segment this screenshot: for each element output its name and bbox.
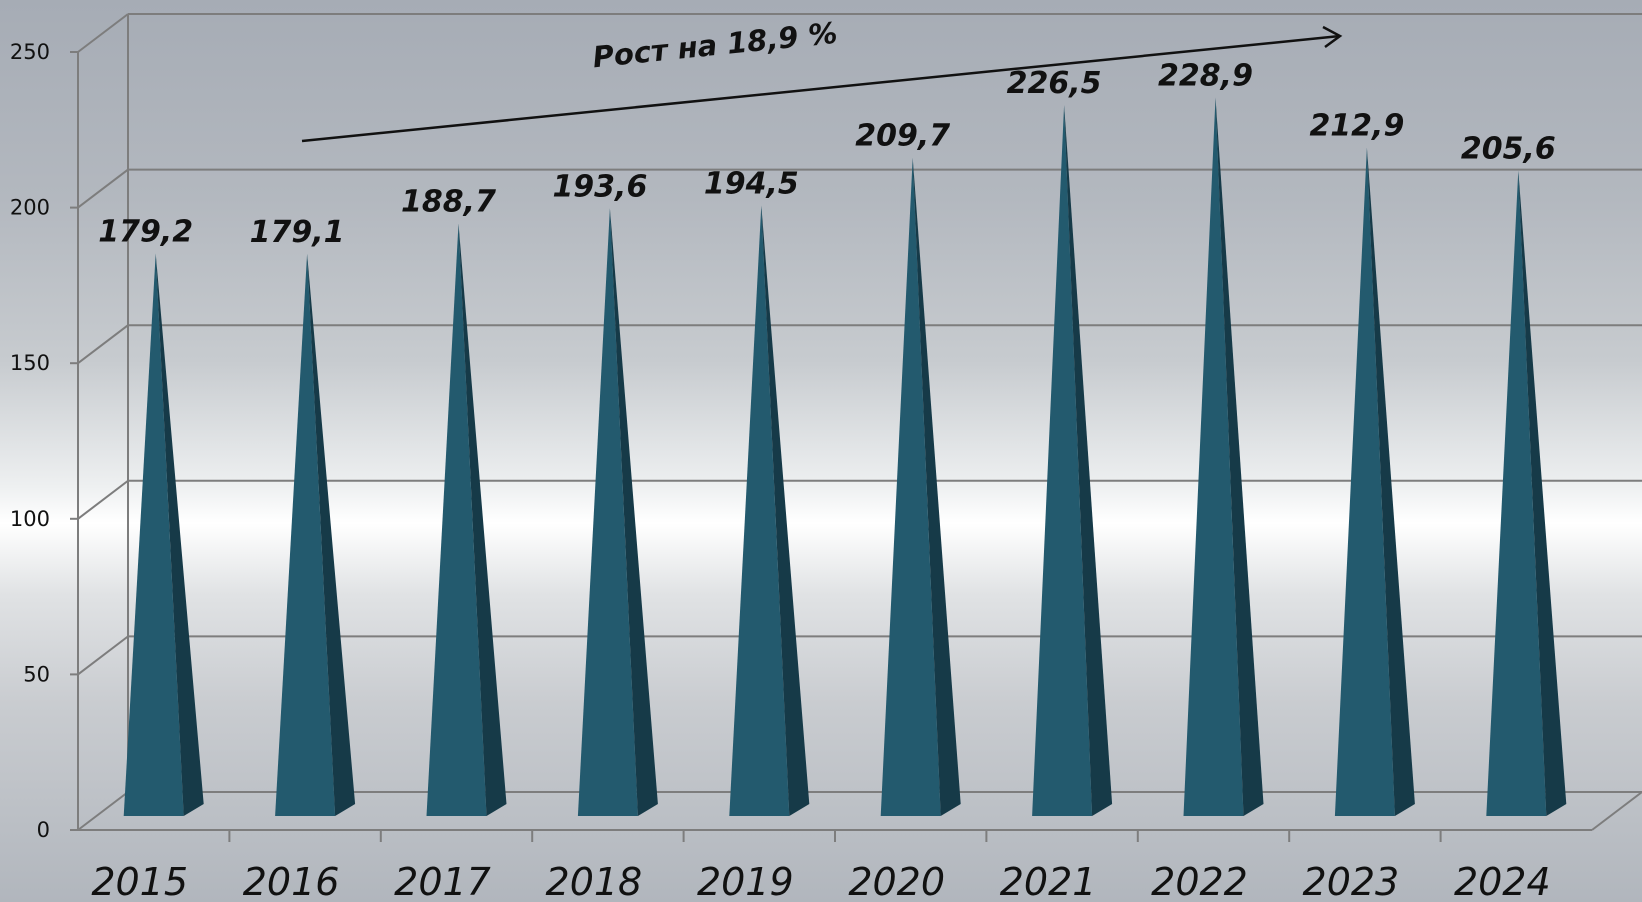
data-label-2019: 194,5	[704, 166, 799, 201]
side-wall-line-200	[77, 168, 129, 209]
data-label-2021: 226,5	[1007, 66, 1102, 101]
side-wall-line-250	[77, 13, 129, 53]
bar-2021	[1032, 104, 1093, 817]
bar-side-2018	[609, 208, 658, 816]
bar-side-2015	[155, 253, 204, 816]
bar-2015	[123, 253, 184, 816]
x-tick-label-2024: 2024	[1454, 860, 1551, 902]
data-labels: 179,2 179,1 188,7 193,6 194,5 209,7 226,5 228,9…	[98, 58, 1556, 249]
gridlines	[77, 13, 1642, 831]
bar-2022	[1183, 97, 1244, 816]
x-axis-tick-labels: 2015 2016 2017 2018 2019 2020 2021 2022 2023 2024	[91, 860, 1550, 902]
growth-annotation-text: Рост на 18,9 %	[591, 16, 839, 75]
bar-side-2022	[1215, 97, 1264, 816]
floor-right-edge	[1591, 791, 1642, 831]
data-label-2024: 205,6	[1461, 132, 1556, 167]
bar-side-2017	[458, 223, 507, 816]
bar-2018	[577, 208, 638, 816]
data-label-2020: 209,7	[855, 119, 950, 154]
bar-side-2020	[912, 157, 961, 816]
growth-arrow-head	[1322, 25, 1343, 49]
data-label-2018: 193,6	[552, 169, 647, 204]
x-tick-label-2020: 2020	[848, 860, 945, 902]
bar-2017	[426, 223, 487, 816]
side-wall-line-0	[77, 791, 129, 831]
y-tick-label-200: 200	[10, 196, 50, 220]
bar-2023	[1334, 147, 1395, 816]
y-tick-label-100: 100	[10, 507, 50, 531]
bar-side-2023	[1366, 147, 1415, 816]
bar-side-2016	[307, 253, 356, 816]
bar-2019	[729, 205, 790, 816]
axes	[70, 14, 1642, 842]
bar-2020	[880, 157, 941, 816]
side-wall-line-150	[77, 324, 129, 364]
y-axis-tick-labels: 0 50 100 150 200 250	[10, 40, 50, 842]
y-tick-label-50: 50	[23, 662, 50, 686]
bar-side-2021	[1064, 104, 1113, 817]
data-label-2017: 188,7	[401, 185, 496, 220]
data-label-2023: 212,9	[1309, 109, 1404, 144]
side-wall-line-50	[77, 635, 129, 676]
x-tick-label-2015: 2015	[91, 860, 188, 902]
y-tick-label-150: 150	[10, 351, 50, 375]
x-tick-label-2017: 2017	[394, 860, 491, 902]
bars	[123, 97, 1567, 817]
y-tick-label-250: 250	[10, 40, 50, 64]
bar-side-2019	[761, 205, 810, 816]
x-tick-label-2016: 2016	[243, 860, 340, 902]
side-wall-line-100	[77, 480, 129, 520]
x-tick-label-2021: 2021	[1000, 860, 1097, 902]
data-label-2022: 228,9	[1158, 58, 1253, 93]
bar-2016	[275, 253, 336, 816]
y-tick-label-0: 0	[37, 818, 50, 842]
bar-2024	[1486, 170, 1547, 816]
growth-arrow-line	[301, 34, 1341, 143]
x-tick-label-2022: 2022	[1151, 860, 1248, 902]
x-tick-label-2023: 2023	[1303, 860, 1400, 902]
data-label-2015: 179,2	[98, 214, 193, 249]
bar-side-2024	[1518, 170, 1567, 816]
data-label-2016: 179,1	[250, 215, 345, 250]
x-tick-label-2018: 2018	[546, 860, 643, 902]
x-tick-label-2019: 2019	[697, 860, 794, 902]
